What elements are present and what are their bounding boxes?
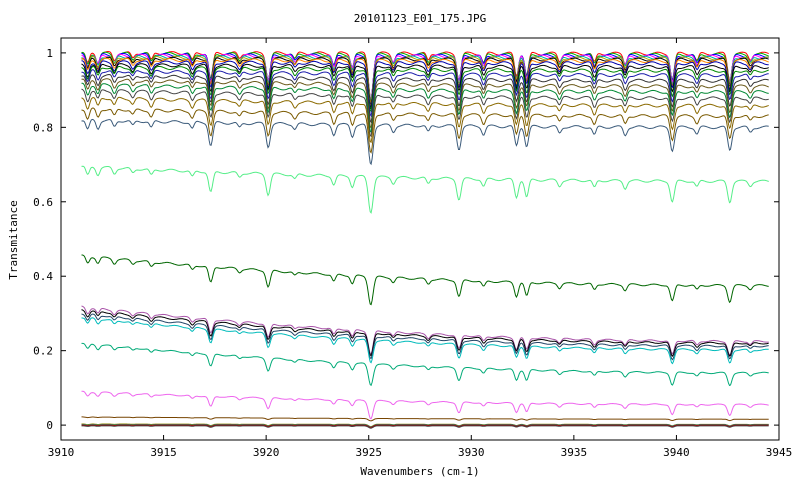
series-line-8 — [81, 57, 769, 107]
series-line-19 — [81, 118, 769, 166]
series-line-28 — [81, 416, 769, 422]
plot-frame — [60, 37, 780, 441]
series-line-10 — [81, 63, 769, 110]
x-axis-label: Wavenumbers (cm-1) — [360, 465, 479, 478]
x-tick-label: 3940 — [663, 446, 690, 459]
series-line-27 — [81, 390, 769, 420]
series-line-17 — [81, 96, 769, 144]
series-line-11 — [81, 65, 769, 113]
series-line-23 — [81, 309, 769, 357]
series-line-13 — [81, 73, 769, 124]
series-line-16 — [81, 88, 769, 138]
series-line-24 — [81, 313, 769, 361]
series-line-18 — [81, 107, 769, 154]
y-tick-label: 0.8 — [33, 121, 53, 134]
x-axis-ticks: 3910 3915 3920 3925 3930 3935 3940 3945 — [48, 38, 793, 459]
x-tick-label: 3920 — [253, 446, 280, 459]
series-line-12 — [81, 69, 769, 118]
x-tick-label: 3930 — [458, 446, 485, 459]
series-line-14 — [81, 78, 769, 129]
x-tick-label: 3910 — [48, 446, 75, 459]
series-line-2 — [81, 51, 769, 101]
chart-title: 20101123_E01_175.JPG — [354, 12, 486, 25]
series-line-22 — [81, 305, 769, 356]
y-tick-label: 0 — [46, 419, 53, 432]
series-line-21 — [81, 254, 769, 306]
series-line-20 — [81, 165, 769, 214]
x-tick-label: 3925 — [355, 446, 382, 459]
series-line-15 — [81, 82, 769, 133]
y-tick-label: 1 — [46, 47, 53, 60]
x-tick-label: 3915 — [150, 446, 177, 459]
series-line-25 — [81, 317, 769, 365]
plot-area — [81, 50, 769, 429]
series-line-32 — [81, 425, 769, 429]
y-tick-label: 0.4 — [33, 270, 53, 283]
y-axis-ticks: 0 0.2 0.4 0.6 0.8 1 — [33, 47, 779, 432]
series-line-9 — [81, 60, 769, 108]
y-tick-label: 0.6 — [33, 196, 53, 209]
y-axis-label: Transmitance — [7, 200, 20, 279]
x-tick-label: 3935 — [561, 446, 588, 459]
y-tick-label: 0.2 — [33, 345, 53, 358]
series-line-26 — [81, 342, 769, 387]
x-tick-label: 3945 — [766, 446, 793, 459]
series-line-31 — [81, 424, 769, 428]
